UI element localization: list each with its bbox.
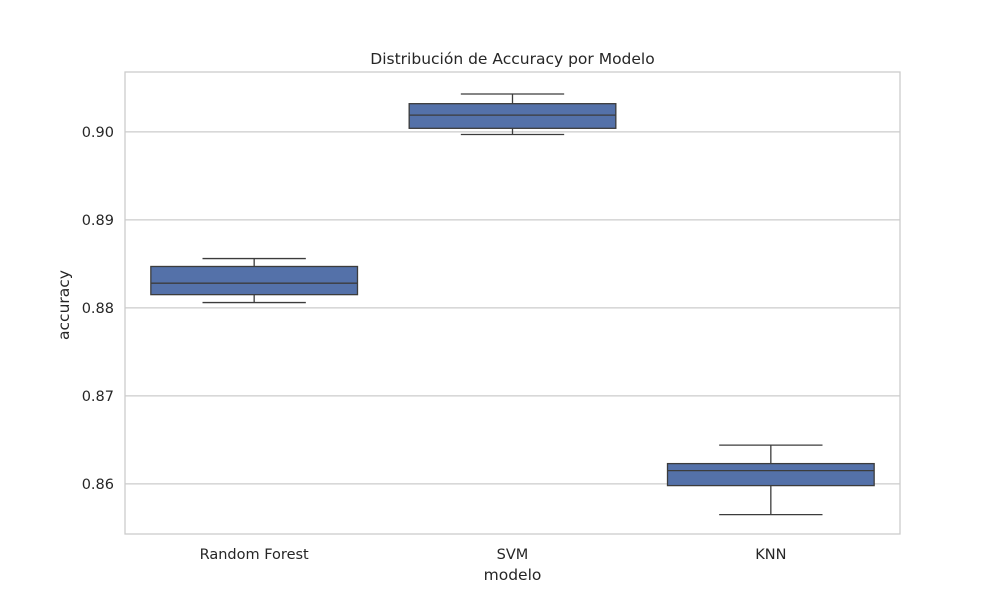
x-axis-label: modelo [484,566,542,584]
y-tick-labels: 0.86 0.87 0.88 0.89 0.90 [82,125,114,493]
grid-lines [125,131,900,485]
y-axis-label: accuracy [55,270,73,340]
box-svm [408,93,617,136]
y-tick-label: 0.90 [82,125,114,141]
y-tick-label: 0.89 [82,213,114,229]
x-tick-label: SVM [497,547,529,563]
y-tick-label: 0.87 [82,389,114,405]
x-tick-label: Random Forest [200,547,309,563]
iqr-box [150,265,359,296]
box-random-forest [150,257,359,304]
y-tick-label: 0.88 [82,301,114,317]
y-tick-label: 0.86 [82,477,114,493]
boxes [150,93,875,516]
chart-title: Distribución de Accuracy por Modelo [370,50,654,68]
x-tick-labels: Random Forest SVM KNN [200,547,787,563]
box-knn [666,444,875,516]
plot-frame [124,71,901,535]
x-tick-label: KNN [755,547,786,563]
iqr-box [408,103,617,129]
iqr-box [666,462,875,487]
